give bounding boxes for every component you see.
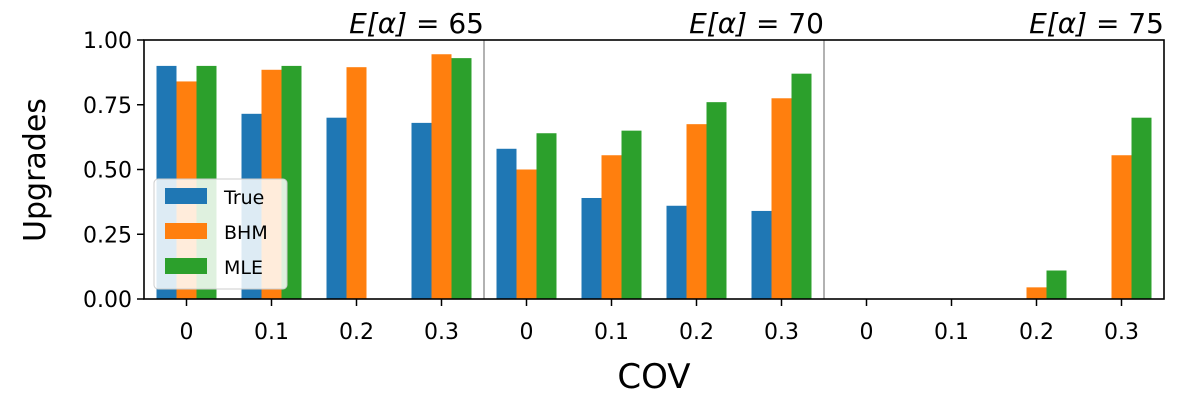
y-tick-label-1: 0.25	[83, 223, 132, 248]
bar-mle-11	[1131, 117, 1152, 299]
x-tick-label-4: 0	[520, 320, 534, 345]
bar-true-7	[751, 210, 772, 299]
x-tick-label-2: 0.2	[339, 320, 374, 345]
x-axis-title: COV	[617, 357, 690, 397]
bar-bhm-2	[346, 67, 367, 299]
bar-bhm-11	[1111, 155, 1132, 299]
group-label-1: E[α] = 70	[689, 7, 824, 40]
bar-true-3	[411, 122, 432, 299]
y-tick-label-4: 1.00	[83, 29, 132, 54]
legend-swatch-bhm	[165, 223, 207, 239]
x-tick-label-5: 0.1	[594, 320, 629, 345]
x-axis: 0 0.1 0.2 0.3 0 0.1 0.2 0.3 0 0.1 0.2 0.3	[180, 299, 1139, 345]
bar-bhm-3	[431, 54, 452, 299]
x-tick-label-1: 0.1	[254, 320, 289, 345]
bar-mle-5	[621, 130, 642, 299]
bar-bhm-5	[601, 155, 622, 299]
legend-label-bhm: BHM	[224, 222, 268, 244]
group-dividers	[483, 40, 825, 299]
bar-true-5	[581, 197, 602, 299]
group-labels: E[α] = 65 E[α] = 70 E[α] = 75	[349, 7, 1164, 40]
x-tick-label-0: 0	[180, 320, 194, 345]
x-tick-label-6: 0.2	[679, 320, 714, 345]
bar-bhm-4	[516, 169, 537, 299]
bar-mle-3	[451, 58, 472, 299]
bar-true-4	[496, 148, 517, 299]
bar-bhm-7	[771, 98, 792, 299]
group-label-2: E[α] = 75	[1029, 7, 1164, 40]
x-tick-label-10: 0.2	[1019, 320, 1054, 345]
group-label-0: E[α] = 65	[349, 7, 484, 40]
y-axis: 0.00 0.25 0.50 0.75 1.00	[83, 29, 144, 313]
legend-swatch-mle	[165, 258, 207, 274]
legend-swatch-true	[165, 188, 207, 204]
x-tick-label-8: 0	[860, 320, 874, 345]
bars-layer	[156, 54, 1152, 300]
y-tick-label-0: 0.00	[83, 288, 132, 313]
bar-true-6	[666, 205, 687, 299]
bar-mle-6	[706, 102, 727, 299]
bar-mle-7	[791, 73, 812, 299]
legend: True BHM MLE	[153, 178, 288, 290]
x-tick-label-7: 0.3	[764, 320, 799, 345]
bar-bhm-6	[686, 124, 707, 299]
y-tick-label-2: 0.50	[83, 159, 132, 184]
legend-label-mle: MLE	[224, 257, 263, 279]
legend-label-true: True	[223, 187, 264, 209]
bar-bhm-10	[1026, 287, 1047, 299]
bar-true-2	[326, 117, 347, 299]
y-tick-label-3: 0.75	[83, 94, 132, 119]
x-tick-label-11: 0.3	[1104, 320, 1139, 345]
x-tick-label-9: 0.1	[934, 320, 969, 345]
bar-mle-10	[1046, 270, 1067, 299]
x-tick-label-3: 0.3	[424, 320, 459, 345]
y-axis-title: Upgrades	[18, 98, 53, 242]
bar-mle-4	[536, 133, 557, 299]
